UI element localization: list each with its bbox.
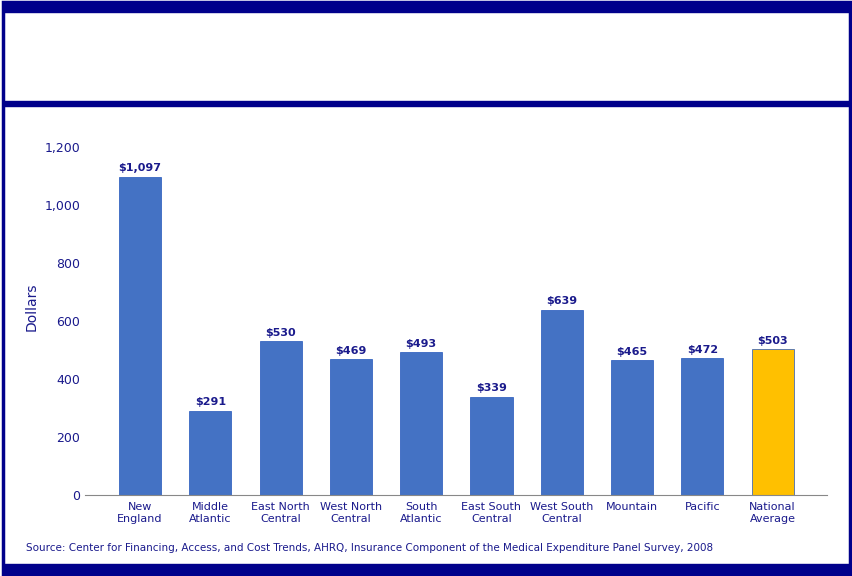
- Text: $1,097: $1,097: [118, 163, 161, 173]
- Text: $530: $530: [265, 328, 296, 338]
- Bar: [189, 411, 231, 495]
- Bar: [540, 310, 582, 495]
- Text: Advancing
Excellence in
Health Care: Advancing Excellence in Health Care: [88, 52, 138, 83]
- Bar: [330, 359, 371, 495]
- Text: $493: $493: [406, 339, 436, 348]
- Bar: [259, 342, 302, 495]
- Text: $472: $472: [686, 344, 717, 355]
- Bar: [610, 360, 653, 495]
- Bar: [681, 358, 722, 495]
- Text: AHRQ: AHRQ: [81, 29, 144, 48]
- Text: $291: $291: [194, 397, 226, 407]
- Text: $465: $465: [616, 347, 647, 357]
- Bar: [469, 397, 512, 495]
- Text: Figure 3. Average employee contribution per enrolled
employee for single coverag: Figure 3. Average employee contribution …: [299, 26, 760, 84]
- Y-axis label: Dollars: Dollars: [25, 282, 39, 331]
- Text: $469: $469: [335, 346, 366, 355]
- Text: $339: $339: [475, 384, 506, 393]
- Bar: [119, 176, 161, 495]
- Bar: [400, 352, 442, 495]
- Text: $503: $503: [757, 336, 787, 346]
- Text: Source: Center for Financing, Access, and Cost Trends, AHRQ, Insurance Component: Source: Center for Financing, Access, an…: [26, 543, 712, 553]
- Bar: [751, 349, 792, 495]
- Circle shape: [0, 25, 104, 88]
- Text: ☽: ☽: [31, 45, 53, 69]
- Text: $639: $639: [545, 296, 577, 306]
